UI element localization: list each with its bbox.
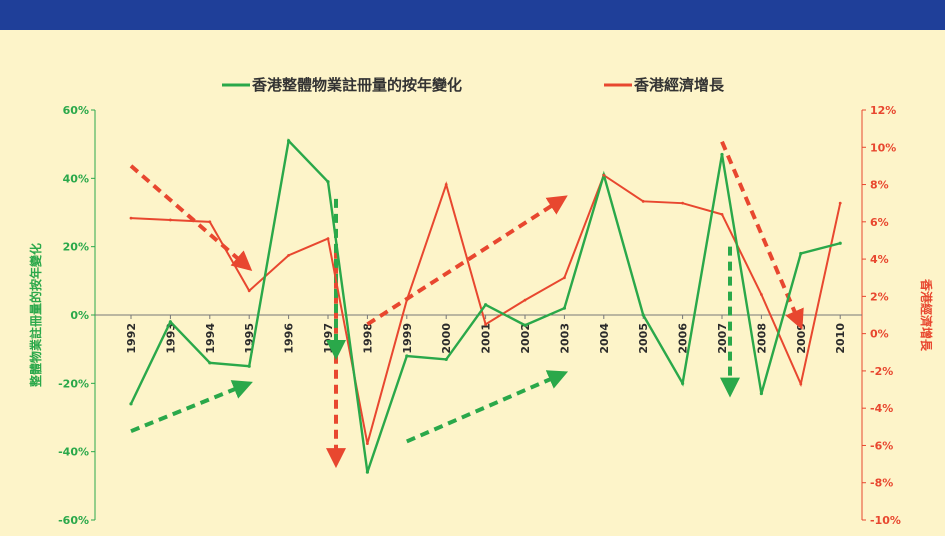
registrations-point xyxy=(681,381,685,385)
right-tick-label: -2% xyxy=(870,365,893,378)
right-tick-label: -4% xyxy=(870,402,893,415)
left-tick-label: 60% xyxy=(63,104,89,117)
series-line-registrations xyxy=(129,138,841,473)
red-trend-arrow xyxy=(129,164,253,272)
x-tick-label: 2005 xyxy=(637,323,650,354)
right-tick-label: 10% xyxy=(870,141,896,154)
gdp-point xyxy=(287,253,290,257)
gdp-point xyxy=(838,201,842,205)
trend-arrows xyxy=(129,140,804,469)
gdp-point xyxy=(129,216,133,220)
gdp-point xyxy=(760,293,763,296)
red-trend-arrow xyxy=(720,140,804,330)
registrations-point xyxy=(799,251,803,256)
x-tick-label: 2008 xyxy=(755,323,768,354)
right-tick-label: -6% xyxy=(870,439,893,452)
right-tick-label: -8% xyxy=(870,477,893,490)
gdp-point xyxy=(366,442,369,445)
gdp-point xyxy=(523,298,527,302)
right-axis-label: 香港經濟增長 xyxy=(919,278,934,352)
right-tick-label: 8% xyxy=(870,179,889,192)
registrations-point xyxy=(129,402,133,406)
gdp-point xyxy=(326,237,330,240)
registrations-point xyxy=(523,323,527,327)
right-tick-label: 2% xyxy=(870,290,889,303)
right-tick-label: -10% xyxy=(870,514,901,527)
x-axis-ticks: 1992 1993 1994 1995 1996 1997 1998 1999 2000 2001… xyxy=(125,315,847,354)
registrations-point xyxy=(168,320,172,324)
registrations-point xyxy=(562,306,567,310)
x-tick-label: 2002 xyxy=(519,323,532,354)
registrations-point xyxy=(484,303,488,307)
x-tick-label: 1993 xyxy=(164,323,177,354)
registrations-point xyxy=(641,313,645,317)
right-tick-label: 4% xyxy=(870,253,889,266)
registrations-point xyxy=(759,391,764,396)
red-trend-arrow xyxy=(366,195,568,327)
gdp-point xyxy=(563,276,566,280)
gdp-point xyxy=(641,199,645,203)
registrations-point xyxy=(838,241,842,245)
x-tick-label: 1997 xyxy=(322,323,335,354)
x-tick-label: 1999 xyxy=(401,323,414,354)
series-line-gdp xyxy=(130,173,842,444)
registrations-point xyxy=(444,357,448,362)
gdp-point xyxy=(602,173,606,177)
gdp-point xyxy=(720,212,724,216)
registrations-point xyxy=(247,364,251,368)
gdp-point xyxy=(405,298,409,302)
gdp-point xyxy=(681,201,684,205)
left-tick-label: 40% xyxy=(63,172,89,185)
x-tick-label: 1998 xyxy=(361,323,374,354)
left-tick-label: 20% xyxy=(63,241,89,254)
legend-label-registrations: 香港整體物業註冊量的按年變化 xyxy=(252,76,462,94)
series-points xyxy=(129,139,842,474)
left-tick-label: -60% xyxy=(58,514,89,527)
x-tick-label: 2004 xyxy=(598,323,611,354)
right-tick-label: 12% xyxy=(870,104,896,117)
x-tick-label: 2003 xyxy=(558,323,571,354)
left-tick-label: -40% xyxy=(58,446,89,459)
x-tick-label: 2010 xyxy=(834,323,847,354)
legend: 香港整體物業註冊量的按年變化 香港經濟增長 xyxy=(222,76,725,94)
x-tick-label: 1996 xyxy=(283,323,296,354)
gdp-point xyxy=(799,382,803,386)
gdp-point xyxy=(169,218,172,222)
left-tick-label: -20% xyxy=(58,377,89,390)
x-tick-label: 2000 xyxy=(440,323,453,354)
right-tick-label: 6% xyxy=(870,216,889,229)
right-tick-label: 0% xyxy=(870,328,889,341)
left-axis-ticks: 60% 40% 20% 0% -20% -40% -60% xyxy=(58,104,95,527)
right-axis-ticks: 12% 10% 8% 6% 4% 2% 0% -2% -4% -6% -8% -10% xyxy=(862,104,901,527)
registrations-point xyxy=(208,361,212,365)
x-tick-label: 2006 xyxy=(677,323,690,354)
registrations-point xyxy=(287,139,291,143)
left-tick-label: 0% xyxy=(70,309,89,322)
green-trend-arrow xyxy=(406,370,569,444)
gdp-point xyxy=(444,183,448,186)
green-trend-arrow xyxy=(130,380,253,434)
registrations-point xyxy=(720,152,724,157)
registrations-point xyxy=(365,470,369,474)
x-tick-label: 1994 xyxy=(204,323,217,354)
x-tick-label: 2009 xyxy=(795,323,808,354)
registrations-point xyxy=(326,180,330,184)
gdp-point xyxy=(484,322,487,326)
left-axis-label: 整體物業註冊量的按年變化 xyxy=(28,243,43,388)
x-tick-label: 2007 xyxy=(716,323,729,354)
gdp-point xyxy=(208,220,212,224)
x-tick-label: 1992 xyxy=(125,323,138,354)
gdp-point xyxy=(247,289,251,293)
x-tick-label: 2001 xyxy=(480,323,493,354)
title-band xyxy=(0,0,945,30)
legend-label-gdp: 香港經濟增長 xyxy=(634,76,725,94)
registrations-point xyxy=(405,354,409,358)
